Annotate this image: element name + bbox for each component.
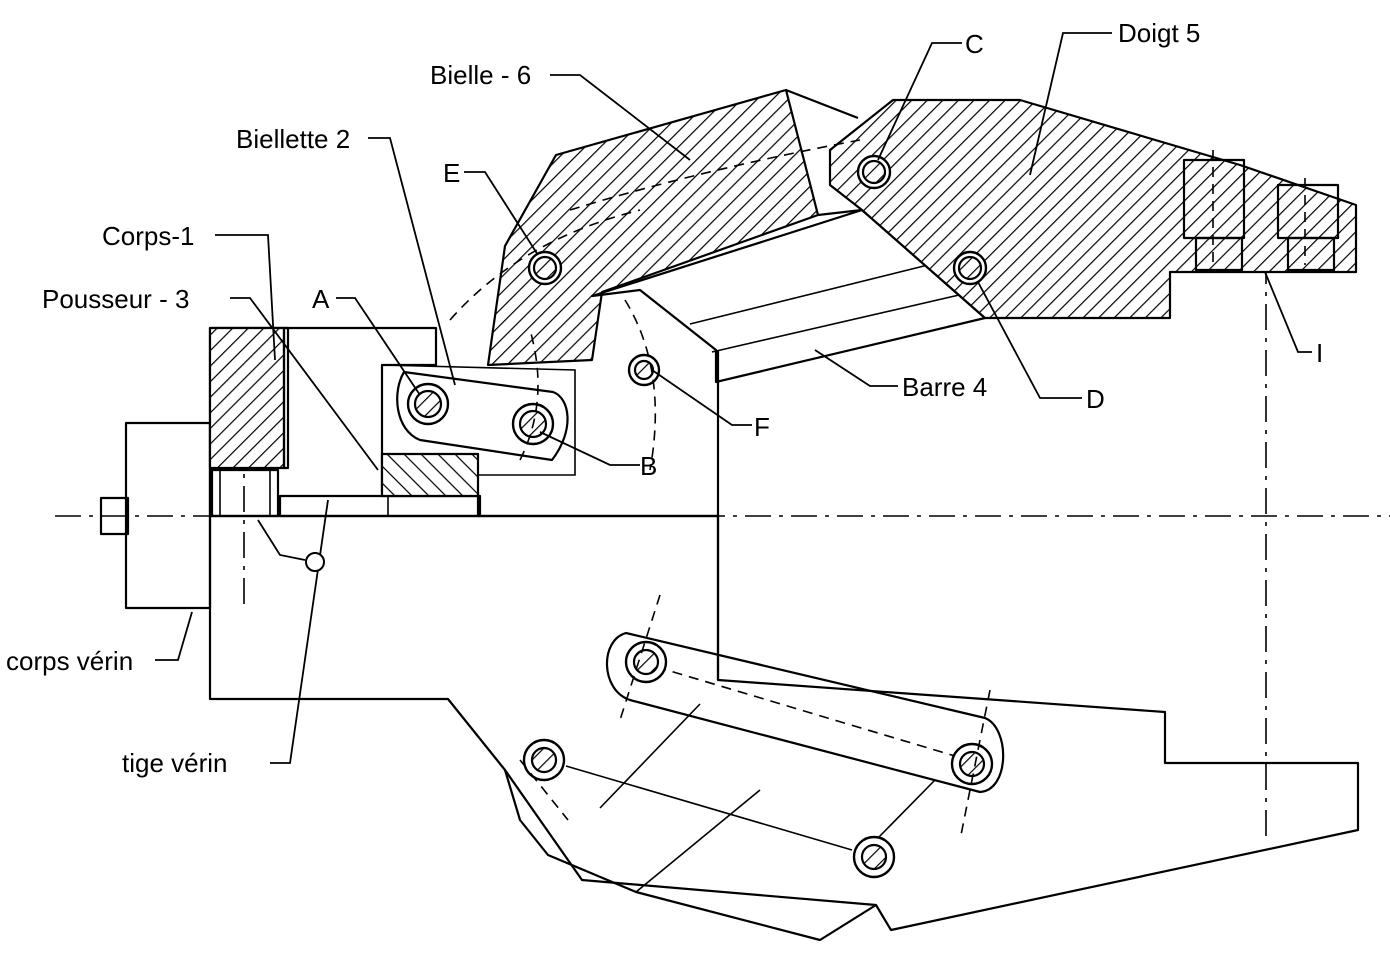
body-section bbox=[208, 326, 286, 470]
lower-pin-4 bbox=[852, 835, 896, 879]
label-corps: Corps-1 bbox=[102, 221, 194, 251]
label-c: C bbox=[965, 29, 984, 59]
label-f: F bbox=[754, 412, 770, 442]
label-doigt: Doigt 5 bbox=[1118, 18, 1200, 48]
label-b: B bbox=[640, 451, 657, 481]
label-pousseur: Pousseur - 3 bbox=[42, 284, 189, 314]
pin-f bbox=[627, 353, 661, 387]
body-outline bbox=[208, 326, 1360, 932]
label-e: E bbox=[443, 158, 460, 188]
rod-6-section bbox=[486, 88, 820, 367]
label-biellette: Biellette 2 bbox=[236, 124, 350, 154]
label-tige-verin: tige vérin bbox=[122, 748, 228, 778]
pin-c bbox=[856, 154, 892, 190]
lower-pin-2 bbox=[950, 742, 994, 786]
label-corps-verin: corps vérin bbox=[6, 646, 133, 676]
lower-pin-1 bbox=[624, 640, 668, 684]
link-2 bbox=[396, 370, 569, 462]
pin-d bbox=[952, 250, 988, 286]
label-a: A bbox=[312, 284, 330, 314]
pin-a bbox=[406, 382, 450, 426]
lower-pin-3 bbox=[522, 738, 566, 782]
pusher-section bbox=[380, 452, 480, 498]
label-barre: Barre 4 bbox=[902, 372, 987, 402]
label-i: I bbox=[1316, 338, 1323, 368]
label-d: D bbox=[1086, 384, 1105, 414]
lower-link bbox=[605, 631, 1005, 794]
label-bielle: Bielle - 6 bbox=[430, 60, 531, 90]
leaders bbox=[155, 32, 1312, 764]
point-o-marker bbox=[305, 552, 325, 572]
pin-e bbox=[527, 250, 563, 286]
